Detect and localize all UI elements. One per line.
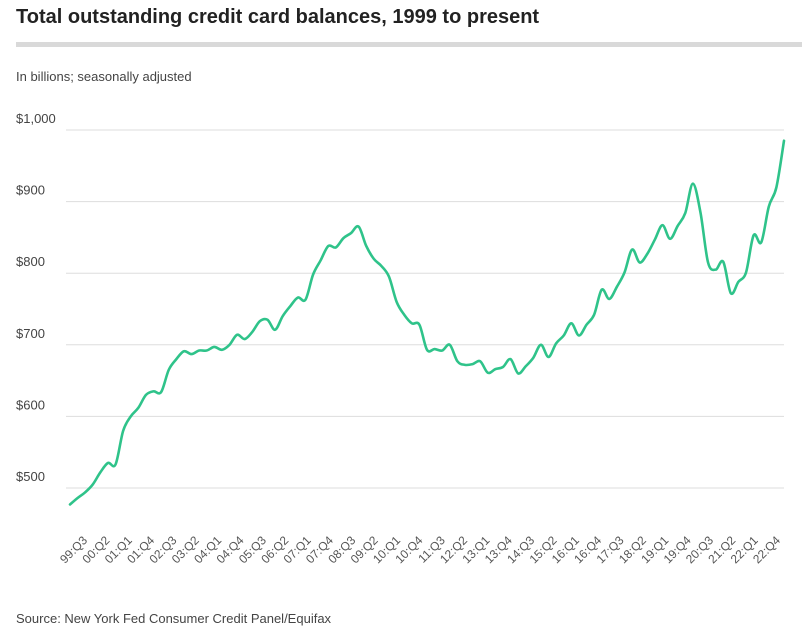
title-divider xyxy=(16,42,802,47)
source-note: Source: New York Fed Consumer Credit Pan… xyxy=(16,611,332,626)
y-tick-label: $800 xyxy=(16,254,45,269)
chart-title: Total outstanding credit card balances, … xyxy=(16,6,540,28)
y-tick-label: $700 xyxy=(16,326,45,341)
y-tick-label: $900 xyxy=(16,183,45,198)
y-tick-label: $500 xyxy=(16,469,45,484)
y-tick-label: $600 xyxy=(16,397,45,412)
chart-subtitle: In billions; seasonally adjusted xyxy=(16,69,192,84)
series-line xyxy=(68,139,786,506)
y-tick-label: $1,000 xyxy=(16,111,56,126)
